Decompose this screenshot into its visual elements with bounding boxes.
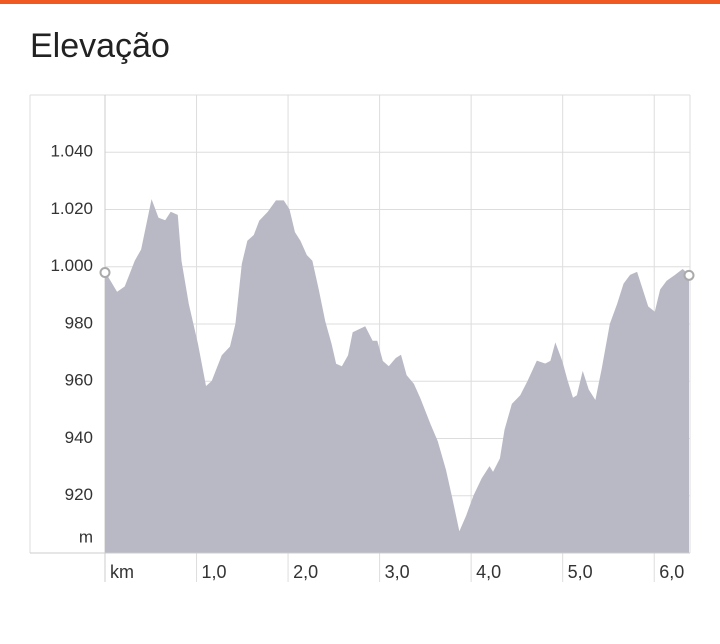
y-tick-label: 1.020 bbox=[50, 199, 93, 218]
x-tick-label: 4,0 bbox=[476, 562, 501, 582]
x-tick-label: 6,0 bbox=[659, 562, 684, 582]
y-tick-label: 1.000 bbox=[50, 256, 93, 275]
y-tick-label: 960 bbox=[65, 371, 93, 390]
y-tick-label: 1.040 bbox=[50, 142, 93, 161]
x-tick-label: 5,0 bbox=[568, 562, 593, 582]
range-handle bbox=[99, 266, 111, 278]
y-tick-label: 940 bbox=[65, 428, 93, 447]
y-tick-label: 980 bbox=[65, 313, 93, 332]
area-fill bbox=[105, 200, 689, 553]
range-handle bbox=[683, 269, 695, 281]
plot bbox=[99, 199, 695, 553]
x-tick-label: 2,0 bbox=[293, 562, 318, 582]
x-tick-label: 1,0 bbox=[202, 562, 227, 582]
y-tick-label: 920 bbox=[65, 485, 93, 504]
x-tick-label: 3,0 bbox=[385, 562, 410, 582]
y-unit-label: m bbox=[79, 527, 93, 546]
area-line bbox=[104, 199, 690, 535]
x-tick-label: km bbox=[110, 562, 134, 582]
top-bar bbox=[0, 0, 720, 4]
chart-title: Elevação bbox=[30, 27, 170, 65]
